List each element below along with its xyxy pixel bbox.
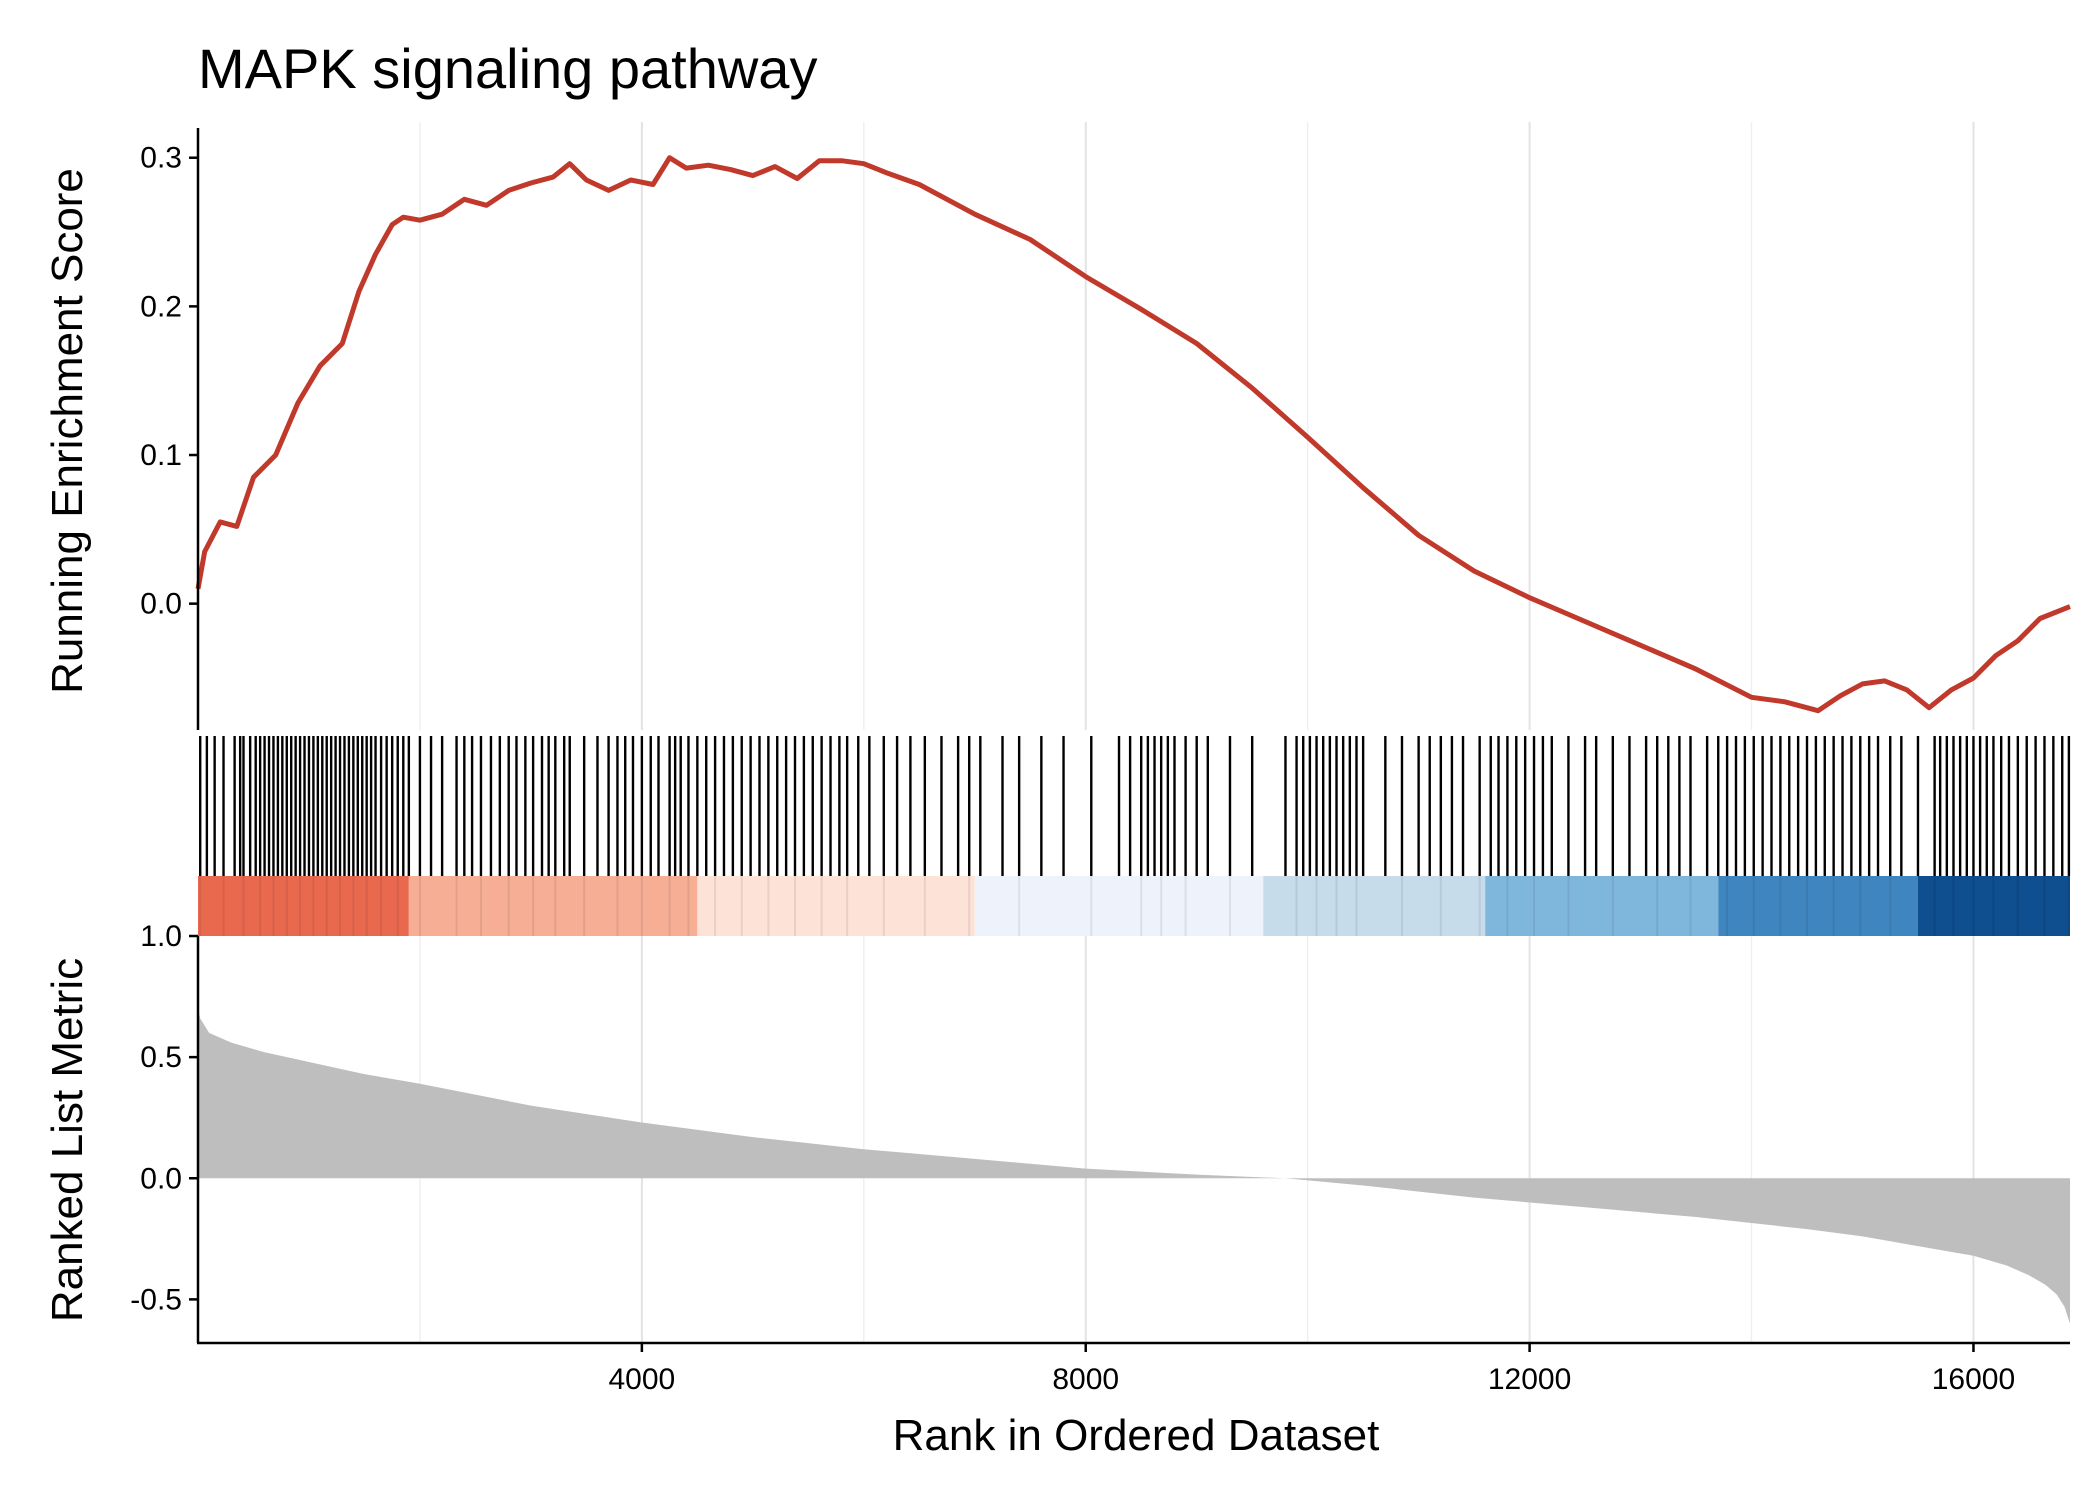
x-tick-label: 16000 xyxy=(1932,1363,2015,1396)
y-tick-label: 0.0 xyxy=(140,1162,182,1195)
enrichment-y-ticks: 0.3 0.2 0.1 0.0 xyxy=(140,142,198,621)
y-tick-label: 0.0 xyxy=(140,588,182,621)
x-tick-label: 12000 xyxy=(1488,1363,1571,1396)
y-tick-label: 0.5 xyxy=(140,1041,182,1074)
y-tick-label: 0.2 xyxy=(140,290,182,323)
y-tick-label: 0.1 xyxy=(140,439,182,472)
x-axis-title: Rank in Ordered Dataset xyxy=(893,1411,1380,1460)
enrichment-y-axis-title: Running Enrichment Score xyxy=(43,168,92,694)
rank-color-band xyxy=(198,876,409,936)
ranked-y-ticks: 1.0 0.5 0.0 -0.5 xyxy=(130,920,198,1316)
x-tick-label: 4000 xyxy=(608,1363,675,1396)
gene-hit-marks xyxy=(199,736,2071,876)
running-enrichment-line xyxy=(195,155,2071,714)
rank-color-band xyxy=(1485,876,1719,936)
rank-color-band xyxy=(408,876,698,936)
enrichment-grid xyxy=(419,122,1975,730)
rank-color-band xyxy=(1917,876,2070,936)
y-tick-label: 0.3 xyxy=(140,142,182,175)
x-tick-label: 8000 xyxy=(1052,1363,1119,1396)
ranked-metric-area xyxy=(198,1008,2070,1324)
rank-color-band xyxy=(974,876,1264,936)
rank-color-band xyxy=(697,876,975,936)
ranked-y-axis-title: Ranked List Metric xyxy=(43,958,92,1322)
y-tick-label: -0.5 xyxy=(130,1283,182,1316)
rank-color-band xyxy=(1718,876,1918,936)
chart-title: MAPK signaling pathway xyxy=(198,37,817,100)
rank-color-band xyxy=(1263,876,1486,936)
x-ticks: 4000 8000 12000 16000 xyxy=(608,1343,2015,1396)
rank-color-bar xyxy=(198,876,2070,936)
y-tick-label: 1.0 xyxy=(140,920,182,953)
